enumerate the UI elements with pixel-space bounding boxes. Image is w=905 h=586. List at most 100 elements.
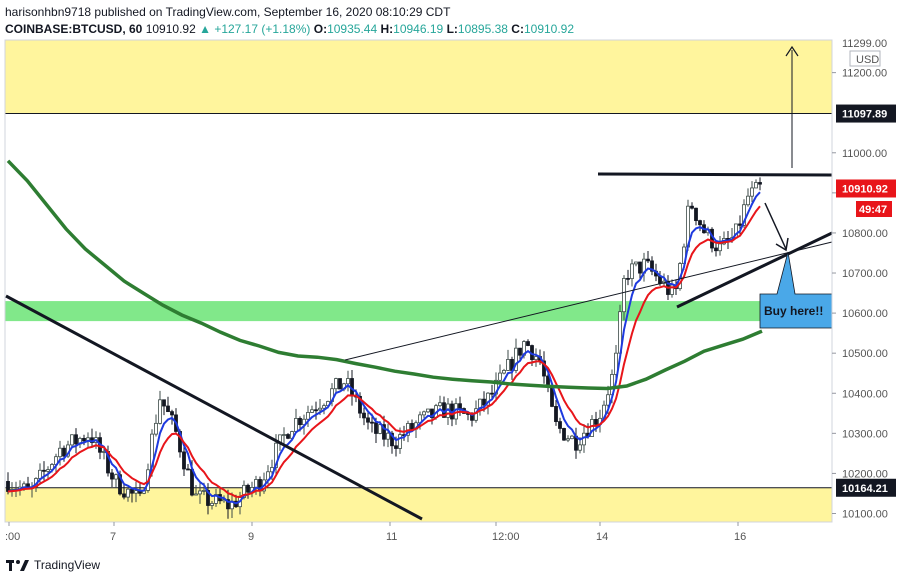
- currency-box: [849, 50, 881, 67]
- price-tick-label-top: 11299.00: [842, 38, 887, 50]
- candle-body: [322, 405, 326, 409]
- candle-body: [114, 474, 118, 480]
- candle-body: [162, 399, 166, 407]
- thin-trend-line: [344, 241, 833, 361]
- candle-body: [374, 422, 378, 434]
- price-tick-label: 10800.00: [842, 228, 888, 240]
- candle-body: [366, 417, 370, 423]
- candle-body: [358, 395, 362, 414]
- candle-body: [110, 472, 114, 480]
- candle-body: [650, 260, 654, 272]
- time-tick-label: 9: [248, 531, 254, 543]
- candle-body: [46, 469, 50, 472]
- entry-arrow-head-icon: [775, 237, 789, 252]
- resistance-badge-label: 11097.89: [842, 109, 887, 121]
- currency-label: USD: [856, 54, 879, 66]
- mid-ma-line: [7, 205, 761, 498]
- candle-body: [590, 419, 594, 437]
- candle-body: [394, 445, 398, 449]
- candle-body: [758, 182, 762, 185]
- candle-body: [282, 434, 286, 436]
- candle-body: [482, 398, 486, 406]
- price-tick-label: 10200.00: [842, 468, 888, 480]
- zones-layer: [5, 40, 832, 522]
- candle-body: [718, 243, 722, 252]
- candle-body: [526, 341, 530, 346]
- buy-callout-label: Buy here!!: [764, 304, 823, 318]
- change-value: ▲ +127.17 (+1.18%): [199, 22, 311, 36]
- high-label: H:: [380, 22, 394, 36]
- candle-body: [190, 468, 194, 496]
- candle-body: [286, 434, 290, 439]
- buy-callout-bubble: [759, 251, 833, 329]
- candle-body: [606, 394, 610, 406]
- candle-body: [562, 428, 566, 441]
- candle-body: [458, 403, 462, 409]
- resistance-badge-bg: [836, 104, 896, 123]
- candle-body: [622, 277, 626, 313]
- candle-body: [294, 418, 298, 432]
- price-axis[interactable]: 11200.0011000.0010900.0010800.0010700.00…: [831, 38, 905, 522]
- brand-label: TradingView: [34, 558, 101, 572]
- candle-body: [398, 434, 402, 449]
- candle-body: [422, 411, 426, 416]
- candle-body: [518, 347, 522, 356]
- candle-body: [378, 424, 382, 434]
- target-arrow-head-icon: [785, 45, 799, 57]
- candle-body: [134, 490, 138, 494]
- low-value: 10895.38: [457, 22, 508, 36]
- time-axis[interactable]: :00 7 9 11 12:00 14 16: [5, 521, 832, 543]
- candle-body: [486, 392, 490, 406]
- candle-body: [186, 468, 190, 471]
- candle-body: [370, 421, 374, 424]
- candle-body: [166, 405, 170, 413]
- candle-body: [158, 399, 162, 424]
- price-tick-label: 11200.00: [842, 68, 887, 80]
- candle-body: [750, 187, 754, 197]
- candle-body: [74, 434, 78, 445]
- candle-body: [754, 182, 758, 189]
- countdown-label: 49:47: [859, 204, 887, 216]
- candle-body: [570, 435, 574, 440]
- candle-body: [534, 356, 538, 361]
- candle-body: [742, 204, 746, 226]
- candle-body: [694, 207, 698, 222]
- candle-body: [630, 263, 634, 279]
- price-tick-label: 10700.00: [842, 268, 888, 280]
- candle-body: [346, 378, 350, 385]
- candle-body: [310, 409, 314, 413]
- countdown-bg: [856, 201, 892, 217]
- candle-body: [578, 444, 582, 451]
- price-tick-label: 10600.00: [842, 308, 888, 320]
- zone-yellow-0: [5, 40, 832, 114]
- footer-brand: TradingView: [6, 558, 100, 572]
- candle-body: [566, 438, 570, 441]
- low-label: L:: [446, 22, 458, 36]
- tradingview-logo-icon: [6, 560, 29, 571]
- time-tick-label: 7: [110, 531, 116, 543]
- candle-body: [634, 261, 638, 265]
- candle-body: [386, 432, 390, 440]
- candle-body: [554, 406, 558, 422]
- candle-body: [514, 347, 518, 371]
- candle-body: [594, 419, 598, 425]
- candle-body: [154, 422, 158, 435]
- candle-body: [614, 352, 618, 375]
- candle-body: [246, 484, 250, 493]
- publisher-line: harisonhbn9718 published on TradingView.…: [5, 5, 451, 19]
- candle-body: [122, 493, 126, 498]
- candle-body: [6, 481, 10, 492]
- candle-body: [438, 402, 442, 407]
- price-tick-label: 10100.00: [842, 509, 888, 521]
- candle-body: [38, 469, 42, 479]
- candle-body: [182, 451, 186, 470]
- top-horizontal-line: [597, 172, 833, 177]
- support-badge-label: 10164.21: [842, 483, 888, 495]
- entry-arrow-shaft: [764, 202, 787, 250]
- candle-body: [298, 418, 302, 426]
- price-tick-label: 10500.00: [842, 348, 888, 360]
- candle-body: [362, 412, 366, 419]
- last-price-badge-bg: [836, 179, 896, 198]
- candle-body: [746, 195, 750, 206]
